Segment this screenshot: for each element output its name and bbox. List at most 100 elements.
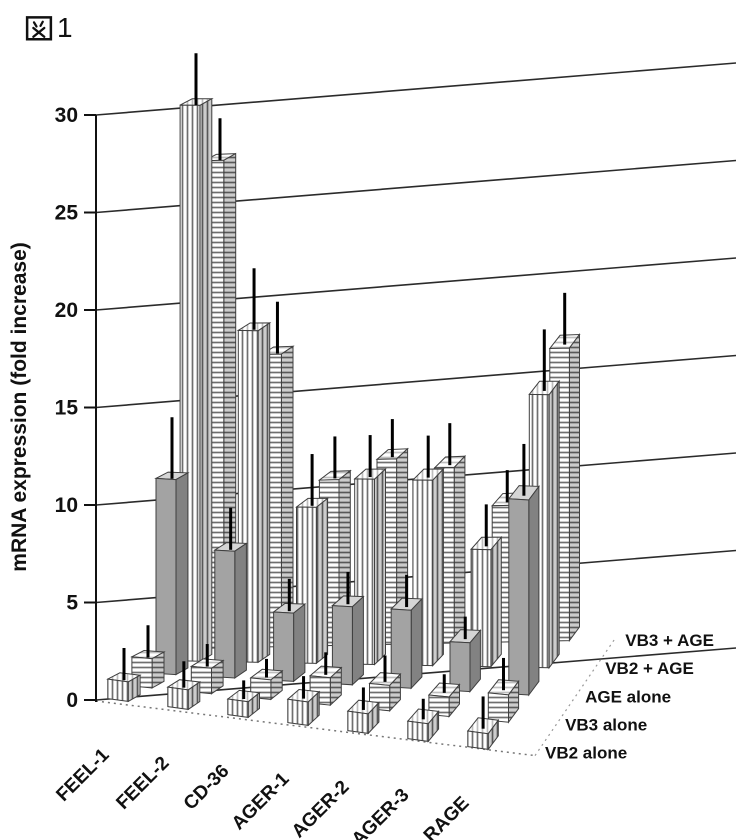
bar-ager-2-age-alone [390,574,424,690]
series-legend: VB2 alone VB3 alone AGE alone VB2 + AGE VB3 … [545,631,714,762]
y-tick-label: 5 [66,592,78,615]
bar-front-face [167,686,189,710]
bar-side-shade [351,595,364,686]
bar-front-face [449,641,471,693]
bar-front-face [390,608,412,689]
bar-side-shade [293,603,306,683]
y-axis-title: mRNA expression (fold increase) [8,242,31,571]
bar-side-shade [175,472,189,676]
bar-ager-3-age-alone [448,616,482,693]
bar-side-shade [151,651,165,689]
bar-side-shade [453,454,466,645]
bar-side-face [281,346,293,647]
y-tick-label: 10 [55,494,78,517]
bar-side-face [316,498,328,664]
y-tick-label: 30 [55,104,78,127]
bar-front-face [347,710,369,734]
bar-side-face [549,381,560,668]
bar-front-face [331,605,353,686]
bar-front-face [407,720,429,742]
series-label: VB2 alone [545,743,627,762]
bar-side-face [449,684,460,717]
bar-feel-1-age-alone [154,417,190,676]
bar-front-face [214,549,236,679]
bar-side-shade [548,379,560,670]
floor-edges [95,639,615,757]
bar-cd-36-vb3-alone [249,658,284,701]
bar-rage-vb3-alone [487,657,520,724]
bar-feel-2-vb2-alone [166,661,202,711]
bar-side-face [188,682,200,710]
series-label: VB2 + AGE [605,659,694,678]
bar-side-shade [568,332,580,643]
bar-rage-age-alone [507,443,540,697]
bar-cd-36-vb2-alone [226,680,261,719]
category-label: CD-36 [180,761,234,815]
bar-side-face [528,486,539,695]
series-label: AGE alone [585,687,671,706]
category-label: AGER-1 [228,768,294,834]
bar-side-shade [490,535,502,669]
bar-front-face [227,698,249,718]
bar-side-face [368,702,379,734]
bar-side-shade [199,97,213,663]
bar-feel-2-age-alone [213,507,248,679]
bar-side-shade [234,542,247,679]
bar-side-face [211,660,224,694]
bar-front-face [107,678,129,702]
bar-side-face [128,675,141,702]
category-label: AGER-3 [348,785,414,840]
bar-side-face [234,543,247,678]
kanji-zu-icon [24,13,54,43]
bar-side-face [293,604,305,682]
bar-side-shade [432,467,444,667]
y-tick-label: 0 [66,689,78,712]
category-label: FEEL-2 [112,753,173,814]
series-label: VB3 + AGE [625,631,714,650]
bar-side-face [490,537,502,667]
bar-side-shade [528,484,540,697]
bar-front-face [155,477,177,676]
bar-side-face [258,322,270,663]
bar-ager-3-vb2-alone [406,698,440,743]
category-label: FEEL-1 [52,744,113,805]
bar-side-face [330,667,342,706]
bar-front-face [487,692,509,723]
bar-side-shade [315,497,329,665]
bar-side-face [428,711,439,742]
bar-side-shade [280,345,294,648]
bar-side-shade [257,321,271,664]
bar-side-shade [410,597,423,690]
series-row-age-alone [154,417,540,697]
series-label: VB3 alone [565,715,647,734]
bar-side-face [454,456,465,643]
bar-side-face [411,598,422,689]
bar-front-face [287,698,309,726]
bar-cd-36-age-alone [272,578,307,683]
floor-front-edge [95,700,536,757]
bar-side-face [374,469,386,665]
bar-side-face [308,691,320,726]
bar-ager-2-vb2-age [411,435,445,667]
bar-side-face [488,720,499,750]
bar-feel-2-vb3-alone [189,644,225,695]
bar-ager-1-vb2-alone [286,676,321,727]
bar-feel-1-vb2-alone [106,648,142,703]
series-row-vb2-alone [106,648,500,751]
bar-front-face [467,730,489,750]
bars [106,53,581,751]
bar-side-face [352,596,364,685]
bar-ager-2-vb3-alone [368,655,402,713]
bar-side-face [152,652,164,688]
category-label: RAGE [420,793,474,840]
bar-ager-2-vb2-alone [346,687,380,735]
y-tick-label: 20 [55,299,78,322]
bar-rage-vb2-alone [466,696,500,751]
category-label: AGER-2 [288,777,354,840]
bar-feel-1-vb3-alone [130,625,166,689]
bar-side-face [248,692,260,718]
y-axis: 0 5 10 15 20 25 30 mRNA expression (fold increa… [8,104,97,712]
